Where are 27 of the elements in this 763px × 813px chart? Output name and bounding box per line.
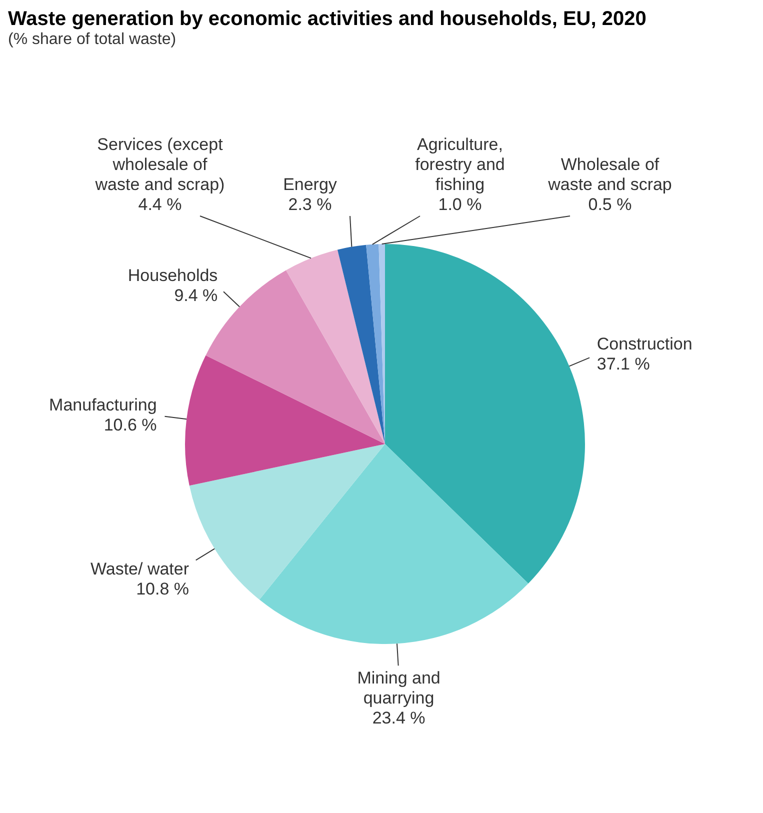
data-label: 4.4 % (138, 195, 182, 214)
pie-slice (385, 244, 585, 584)
slice-label: Services (except wholesale of waste and scrap) (94, 135, 225, 194)
slice-label: Construction (596, 334, 692, 354)
slice-label: Households (128, 266, 218, 286)
data-label: 1.0 % (438, 195, 482, 214)
slice-label: Manufacturing (49, 395, 157, 414)
slice-label: Energy (283, 175, 338, 194)
pie-slice (189, 444, 385, 600)
data-label: 2.3 % (288, 195, 332, 214)
pie-slice (185, 355, 385, 486)
pie-slice (286, 250, 385, 444)
data-label: 0.5 % (588, 195, 632, 214)
data-label: 23.4 % (372, 708, 426, 728)
pie-slice (337, 244, 385, 444)
slice-label: Waste/ water (90, 559, 190, 578)
data-label: 9.4 % (174, 286, 218, 306)
data-label: 10.6 % (104, 415, 157, 434)
data-label: 37.1 % (596, 354, 650, 374)
chart-subtitle: (% share of total waste) (8, 31, 178, 49)
pie-slice (259, 444, 528, 644)
pie-slice (366, 244, 385, 444)
chart-title: Waste generation by economic activities and households, EU, 2020 (8, 8, 648, 31)
data-label: 10.8 % (136, 579, 190, 598)
slice-label: Agriculture, forestry and fishing (415, 135, 505, 194)
slice-label: Wholesale of waste and scrap (547, 155, 672, 194)
slice-label: Mining and quarrying (357, 668, 440, 708)
